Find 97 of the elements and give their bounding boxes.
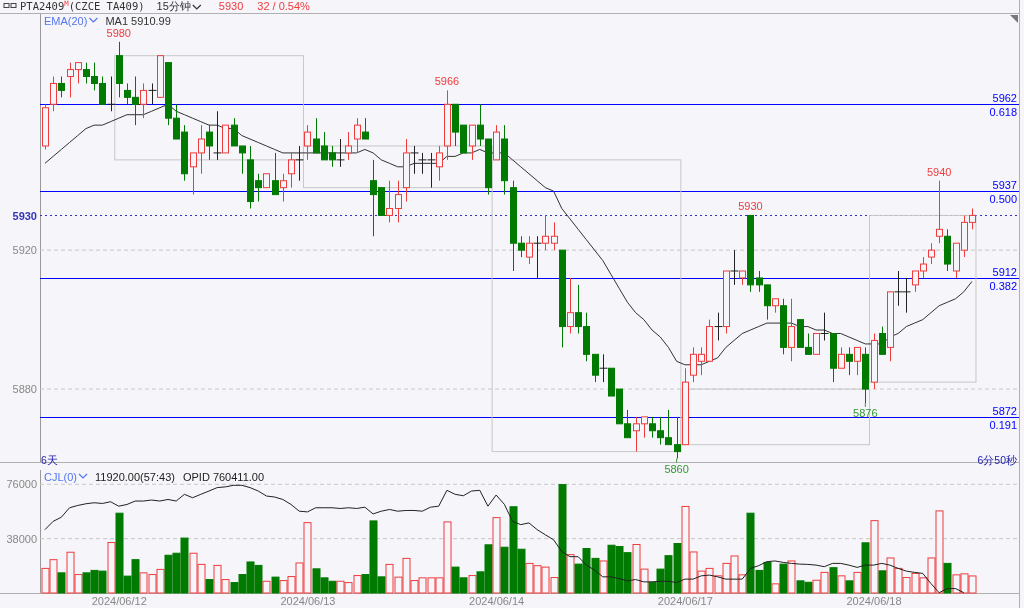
text: 6分50秒 bbox=[977, 454, 1017, 466]
candlestick bbox=[50, 76, 57, 112]
candlestick bbox=[272, 152, 279, 196]
annotation: 5966 bbox=[434, 75, 460, 88]
bar bbox=[853, 571, 862, 594]
candlestick bbox=[345, 131, 352, 161]
annotation: 5930 bbox=[738, 200, 763, 213]
y-tick-label: 5880 bbox=[12, 383, 37, 396]
candlestick bbox=[304, 124, 311, 161]
annotation: 11920.00(57:43) bbox=[95, 471, 175, 483]
bar bbox=[870, 520, 879, 594]
series-label: OPID 760411.00 bbox=[182, 471, 265, 483]
bar bbox=[771, 583, 780, 594]
candlestick bbox=[107, 76, 116, 112]
ref-line-label: 5872 bbox=[992, 404, 1017, 417]
ref-line-label: 5962 bbox=[992, 91, 1017, 104]
annotation: 5860 bbox=[664, 462, 689, 475]
annotation: 6天 bbox=[41, 454, 58, 466]
x-tick-label: 2024/06/17 bbox=[657, 594, 713, 607]
chart-subtitle: 15分钟 bbox=[156, 0, 191, 12]
bar bbox=[779, 563, 788, 594]
candlestick bbox=[533, 235, 542, 279]
bar bbox=[837, 575, 846, 594]
candlestick bbox=[526, 235, 533, 265]
chart-title: PTA2409$^{M}$(CZCE TA409) bbox=[20, 0, 145, 12]
candlestick bbox=[714, 312, 723, 341]
bar bbox=[599, 560, 608, 594]
bar bbox=[558, 484, 567, 594]
candlestick bbox=[730, 249, 739, 286]
y-tick-label: 5920 bbox=[12, 244, 37, 257]
bar bbox=[107, 542, 116, 594]
candlestick bbox=[928, 242, 935, 265]
bar bbox=[262, 580, 271, 594]
bar bbox=[861, 542, 870, 594]
ref-line-label: 5930 bbox=[12, 209, 37, 222]
bar bbox=[57, 572, 66, 594]
candlestick bbox=[148, 82, 157, 105]
candlestick bbox=[206, 124, 213, 161]
candlestick bbox=[542, 214, 549, 251]
x-tick-label: 2024/06/12 bbox=[91, 594, 147, 607]
candlestick bbox=[551, 221, 558, 251]
bar bbox=[468, 575, 477, 594]
candlestick bbox=[936, 180, 943, 244]
candlestick bbox=[788, 298, 795, 362]
bar bbox=[492, 517, 501, 594]
candlestick bbox=[846, 346, 853, 376]
y-tick-label: 38000 bbox=[6, 532, 37, 545]
candlestick bbox=[213, 110, 222, 161]
bar bbox=[943, 562, 952, 594]
candlestick bbox=[567, 277, 574, 334]
legend-title: CJL(0) bbox=[44, 471, 78, 483]
text: 5930 bbox=[218, 0, 244, 12]
candlestick bbox=[599, 353, 608, 383]
candlestick bbox=[410, 145, 419, 175]
legend-title: EMA(20) bbox=[44, 15, 88, 27]
line-series bbox=[44, 484, 965, 594]
bar bbox=[845, 580, 854, 594]
text: MA1 5910.99 bbox=[105, 15, 171, 27]
candlestick bbox=[820, 312, 829, 341]
candlestick bbox=[336, 138, 345, 168]
candlestick bbox=[140, 82, 147, 119]
x-tick-label: 2024/06/18 bbox=[846, 594, 902, 607]
ref-line-label: 5937 bbox=[992, 178, 1017, 191]
candlestick bbox=[354, 117, 361, 154]
candlestick bbox=[436, 145, 443, 182]
annotation: 0.500 bbox=[989, 193, 1017, 205]
candlestick bbox=[280, 173, 287, 203]
y-tick-label: 76000 bbox=[6, 478, 37, 491]
x-tick-label: 2024/06/14 bbox=[469, 594, 525, 607]
bar bbox=[829, 567, 838, 594]
candlestick bbox=[288, 152, 295, 189]
bar bbox=[878, 570, 887, 594]
candlestick bbox=[386, 180, 393, 223]
candlestick bbox=[879, 326, 886, 355]
candlestick bbox=[395, 180, 402, 223]
bar bbox=[787, 560, 796, 594]
annotation: 0.191 bbox=[989, 419, 1017, 431]
candlestick bbox=[854, 346, 861, 376]
x-tick-label: 2024/06/13 bbox=[280, 594, 336, 607]
annotation: 0.618 bbox=[989, 106, 1017, 118]
ref-line-label: 5912 bbox=[992, 265, 1017, 278]
candlestick bbox=[674, 416, 681, 460]
candlestick bbox=[295, 145, 304, 182]
candlestick bbox=[58, 76, 65, 98]
candlestick bbox=[592, 353, 599, 383]
annotation: 5940 bbox=[926, 165, 952, 178]
annotation: 0.382 bbox=[989, 280, 1017, 292]
bar bbox=[271, 576, 280, 594]
candlestick bbox=[469, 124, 476, 161]
bar bbox=[205, 579, 214, 594]
candlestick bbox=[838, 346, 845, 369]
bar bbox=[566, 554, 575, 594]
annotation: 5980 bbox=[106, 26, 131, 39]
candlestick bbox=[362, 117, 369, 140]
candlestick bbox=[813, 333, 820, 355]
annotation: 5876 bbox=[853, 406, 878, 419]
text: 32 / 0.54% bbox=[257, 0, 311, 12]
